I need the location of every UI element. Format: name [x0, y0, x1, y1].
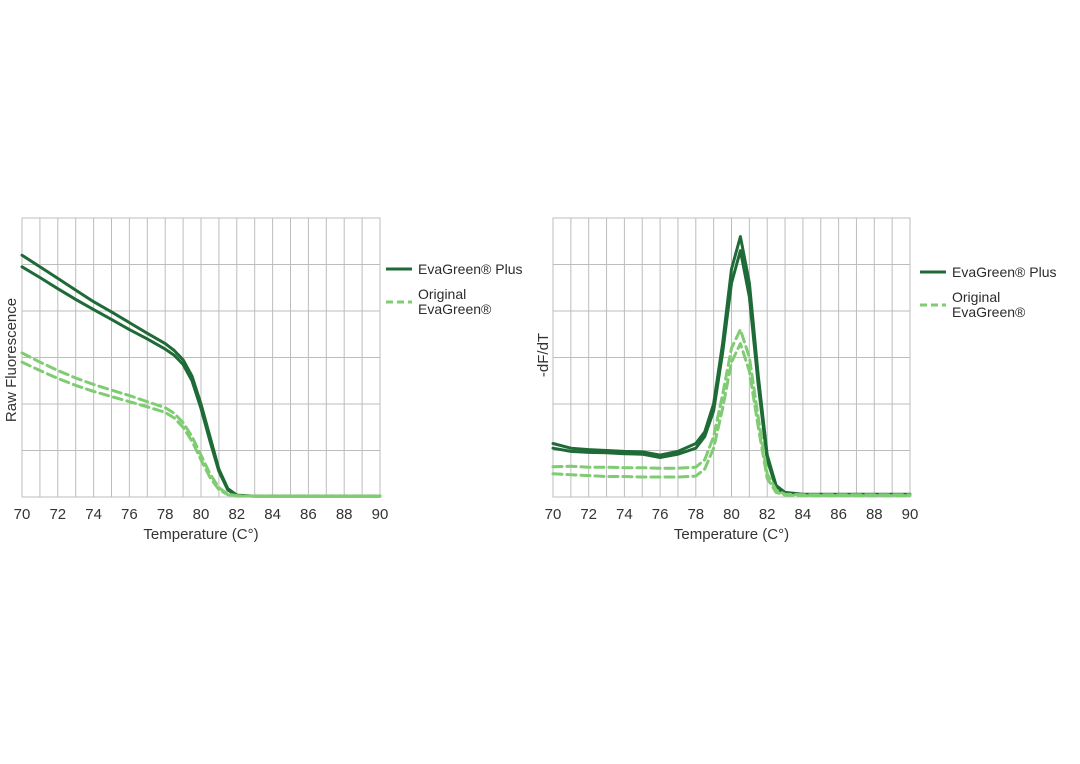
x-tick-label: 84	[795, 506, 812, 523]
x-tick-label: 86	[830, 506, 847, 523]
x-tick-label: 80	[723, 506, 740, 523]
x-tick-label: 76	[652, 506, 669, 523]
plot-frame	[21, 217, 381, 498]
x-tick-label: 88	[866, 506, 883, 523]
x-axis-label: Temperature (C°)	[143, 526, 258, 543]
x-axis-label: Temperature (C°)	[674, 526, 789, 543]
x-tick-label: 78	[157, 506, 174, 523]
x-tick-label: 80	[193, 506, 210, 523]
legend-label-original-evagreen: Original EvaGreen®	[418, 286, 492, 317]
legend-label-evagreen-plus: EvaGreen® Plus	[952, 264, 1057, 280]
x-tick-label: 74	[616, 506, 633, 523]
legend-right: EvaGreen® Plus Original EvaGreen®	[920, 265, 1056, 330]
y-axis-label: -dF/dT	[535, 333, 552, 377]
x-tick-label: 70	[14, 506, 31, 523]
x-tick-label: 82	[759, 506, 776, 523]
legend-item-evagreen-plus: EvaGreen® Plus	[386, 262, 522, 277]
y-axis-label: Raw Fluorescence	[3, 298, 20, 422]
x-tick-label: 82	[228, 506, 245, 523]
x-tick-label: 84	[264, 506, 281, 523]
x-tick-label: 78	[687, 506, 704, 523]
series-line-original-evagreen-3	[20, 360, 382, 498]
x-tick-label: 90	[902, 506, 919, 523]
x-tick-label: 74	[85, 506, 102, 523]
x-tick-label: 72	[580, 506, 597, 523]
legend-swatch-solid	[920, 270, 946, 274]
legend-item-original-evagreen: Original EvaGreen®	[920, 290, 1056, 320]
x-tick-label: 88	[336, 506, 353, 523]
x-tick-label: 86	[300, 506, 317, 523]
legend-label-evagreen-plus: EvaGreen® Plus	[418, 261, 523, 277]
series-line-original-evagreen-3	[551, 342, 912, 498]
legend-left: EvaGreen® Plus Original EvaGreen®	[386, 262, 522, 327]
x-tick-label: 76	[121, 506, 138, 523]
x-tick-label: 90	[372, 506, 389, 523]
legend-item-evagreen-plus: EvaGreen® Plus	[920, 265, 1056, 280]
x-tick-label: 72	[49, 506, 66, 523]
legend-swatch-dashed	[920, 303, 946, 307]
plot-frame	[552, 217, 911, 498]
legend-item-original-evagreen: Original EvaGreen®	[386, 287, 522, 317]
x-tick-label: 70	[545, 506, 562, 523]
legend-swatch-dashed	[386, 300, 412, 304]
legend-label-original-evagreen: Original EvaGreen®	[952, 289, 1026, 320]
legend-swatch-solid	[386, 267, 412, 271]
